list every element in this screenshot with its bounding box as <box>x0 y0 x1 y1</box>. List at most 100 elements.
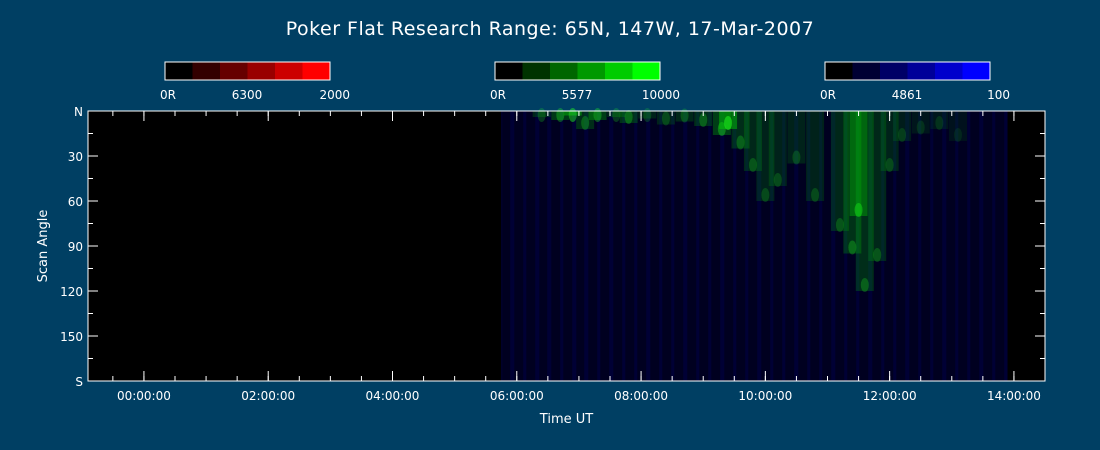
aurora-5577-peak <box>724 116 733 130</box>
noise-stripe <box>833 111 835 381</box>
aurora-5577-peak <box>773 173 782 187</box>
noise-stripe <box>930 111 932 381</box>
colorbar-segment <box>825 62 853 80</box>
axes: 00:00:00 02:00:00 04:00:00 06:00:00 08:00:00… <box>60 105 1046 403</box>
noise-stripe <box>745 111 747 381</box>
aurora-5577-emission <box>551 111 570 120</box>
colorbar-frame <box>494 61 661 81</box>
noise-stripe <box>795 111 797 381</box>
noise-stripe <box>548 111 550 381</box>
noise-stripe <box>895 111 897 381</box>
colorbar-max-label: 2000 <box>319 88 350 102</box>
aurora-5577-peak <box>954 128 962 142</box>
noise-stripe <box>834 111 836 381</box>
noise-stripe <box>661 111 663 381</box>
aurora-5577-emission <box>843 111 862 254</box>
aurora-5577-emission <box>930 111 949 129</box>
noise-stripe <box>572 111 574 381</box>
noise-stripe <box>980 111 982 381</box>
noise-stripe <box>807 111 809 381</box>
x-tick-label: 02:00:00 <box>241 389 295 403</box>
aurora-5577-peak <box>581 116 590 130</box>
noise-stripe <box>994 111 996 381</box>
noise-stripe <box>510 111 512 381</box>
colorbar-min-label: 0R <box>820 88 836 102</box>
noise-stripe <box>771 111 773 381</box>
noise-stripe <box>746 111 748 381</box>
aurora-5577-peak <box>935 116 944 130</box>
noise-stripe <box>944 111 946 381</box>
noise-stripe <box>647 111 649 381</box>
noise-stripe <box>722 111 724 381</box>
noise-stripe <box>881 111 883 381</box>
noise-stripe <box>612 111 614 381</box>
noise-stripe <box>698 111 700 381</box>
aurora-5577-peak <box>792 150 801 165</box>
x-tick-label: 12:00:00 <box>863 389 917 403</box>
noise-stripe <box>931 111 933 381</box>
noise-stripe <box>635 111 637 381</box>
x-tick-label: 14:00:00 <box>987 389 1041 403</box>
noise-stripe <box>609 111 611 381</box>
aurora-5577-emission <box>694 111 713 126</box>
noise-stripe <box>696 111 698 381</box>
colorbar-segment <box>880 62 908 80</box>
noise-stripe <box>759 111 761 381</box>
x-tick-label: 00:00:00 <box>117 389 171 403</box>
noise-stripe <box>956 111 958 381</box>
noise-stripe <box>501 111 503 381</box>
noise-stripe <box>537 111 539 381</box>
noise-stripe <box>734 111 736 381</box>
noise-stripe <box>871 111 873 381</box>
aurora-5577-emission <box>588 111 607 120</box>
noise-stripe <box>908 111 910 381</box>
noise-stripe <box>535 111 537 381</box>
noise-stripe <box>648 111 650 381</box>
aurora-5577-peak <box>848 240 857 255</box>
noise-stripe <box>634 111 636 381</box>
colorbar-segment <box>605 62 633 80</box>
colorbar-segment <box>220 62 248 80</box>
y-axis-label: Scan Angle <box>36 210 51 283</box>
aurora-5577-peak <box>854 203 863 217</box>
noise-stripe <box>955 111 957 381</box>
colorbar-wavelength-label: 4861 <box>892 88 923 102</box>
noise-stripe <box>981 111 983 381</box>
aurora-5577-peak <box>612 108 621 122</box>
noise-stripe <box>968 111 970 381</box>
aurora-5577-emission <box>849 111 868 216</box>
noise-stripe <box>575 111 577 381</box>
aurora-5577-emission <box>830 111 849 231</box>
noise-stripe <box>672 111 674 381</box>
aurora-5577-peak <box>885 158 894 172</box>
noise-stripe <box>523 111 525 381</box>
aurora-5577-emission <box>756 111 775 201</box>
noise-stripe <box>856 111 858 381</box>
noise-stripe <box>770 111 772 381</box>
noise-stripe <box>820 111 822 381</box>
aurora-5577-peak <box>860 278 869 292</box>
noise-stripe <box>624 111 626 381</box>
noise-stripe <box>869 111 871 381</box>
x-tick-label: 06:00:00 <box>490 389 544 403</box>
noise-stripe <box>846 111 848 381</box>
noise-stripe <box>942 111 944 381</box>
aurora-5577-emission <box>893 111 912 141</box>
y-tick-label: 120 <box>60 285 83 299</box>
colorbar-min-label: 0R <box>490 88 506 102</box>
colorbar-frame <box>824 61 991 81</box>
noise-stripe <box>599 111 601 381</box>
colorbar-segment <box>907 62 936 80</box>
noise-stripe <box>883 111 885 381</box>
noise-stripe <box>831 111 833 381</box>
aurora-5577-emission <box>619 111 638 123</box>
y-tick-label: 90 <box>68 240 83 254</box>
colorbar-segment <box>302 62 331 80</box>
noise-stripe <box>598 111 600 381</box>
aurora-5577-emission <box>806 111 825 201</box>
y-tick-label: S <box>75 375 83 389</box>
noise-stripe <box>992 111 994 381</box>
noise-stripe <box>1005 111 1007 381</box>
aurora-5577-peak <box>748 158 757 172</box>
noise-stripe <box>809 111 811 381</box>
